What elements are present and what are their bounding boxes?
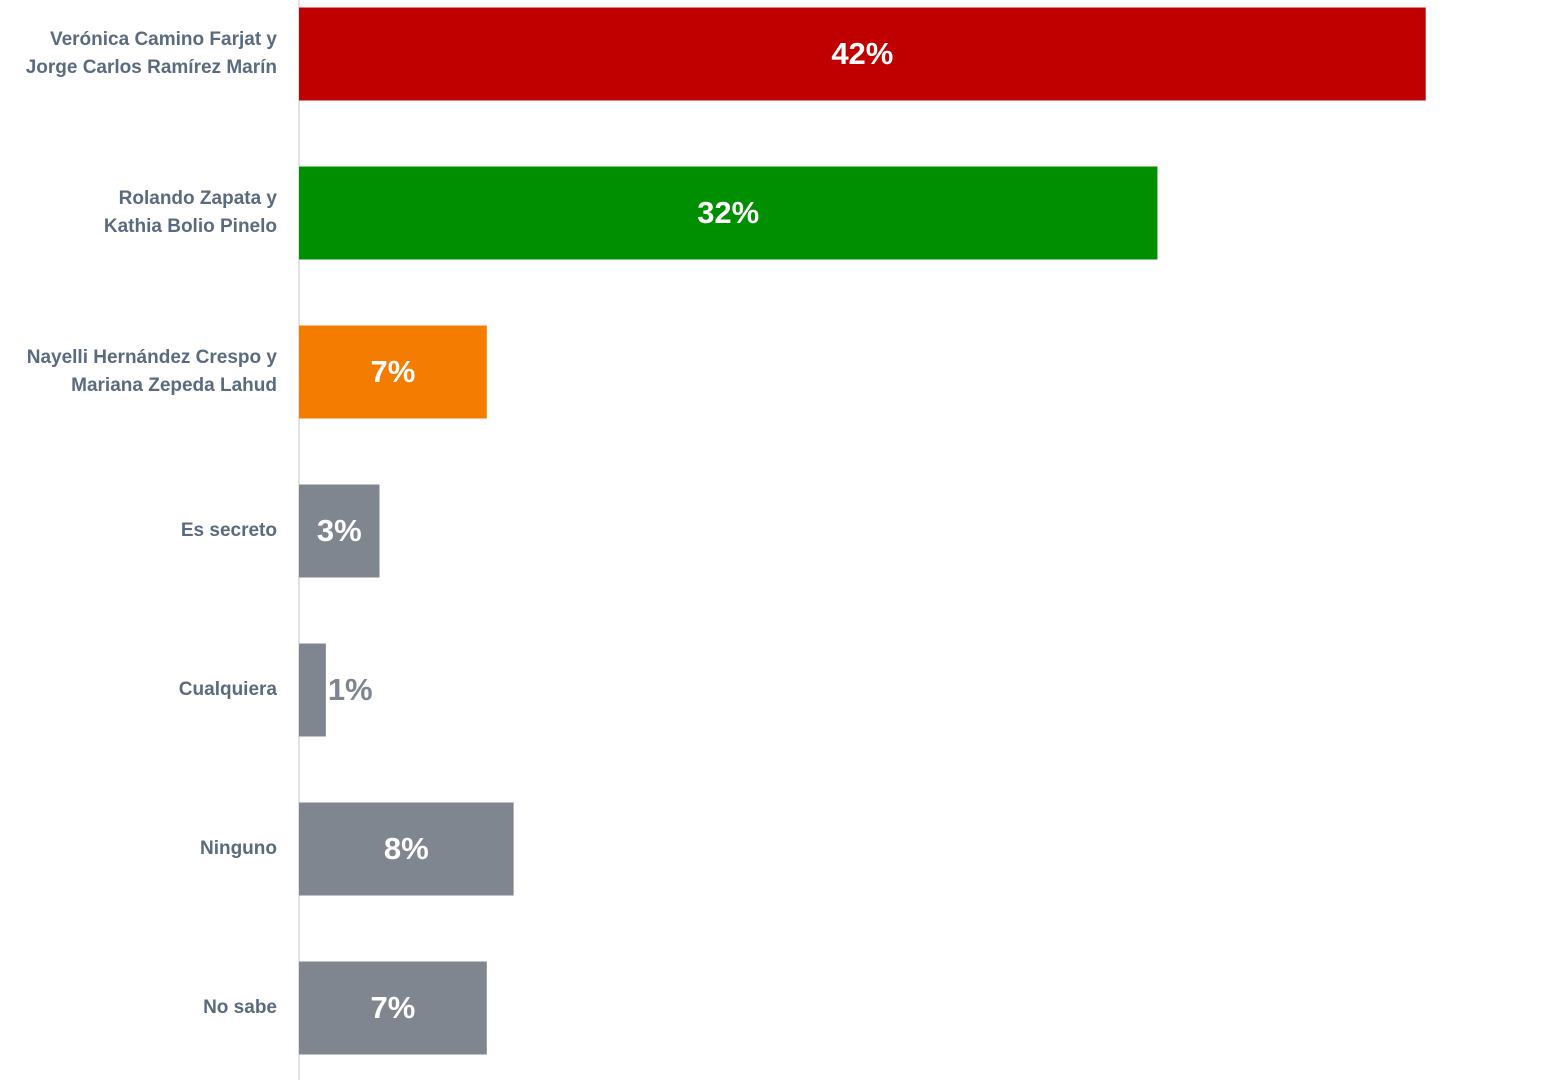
category-label: Verónica Camino Farjat y [50, 29, 277, 50]
category-label: Nayelli Hernández Crespo y [27, 347, 278, 368]
category-label: Mariana Zepeda Lahud [71, 375, 277, 396]
category-label: Ninguno [200, 838, 277, 859]
category-label: Jorge Carlos Ramírez Marín [26, 57, 277, 78]
value-label: 3% [317, 513, 362, 548]
category-label: No sabe [203, 997, 277, 1018]
category-label: Rolando Zapata y [119, 188, 278, 209]
value-label: 32% [697, 195, 759, 230]
bar [299, 644, 326, 737]
value-label: 7% [370, 354, 415, 389]
category-label: Kathia Bolio Pinelo [104, 216, 277, 237]
value-label: 8% [384, 831, 429, 866]
chart: Verónica Camino Farjat y Jorge Carlos Ram… [0, 0, 1542, 1080]
category-label: Es secreto [181, 520, 277, 541]
value-label: 42% [831, 36, 893, 71]
category-label: Cualquiera [179, 679, 278, 700]
value-label: 1% [328, 672, 373, 707]
value-label: 7% [370, 990, 415, 1025]
